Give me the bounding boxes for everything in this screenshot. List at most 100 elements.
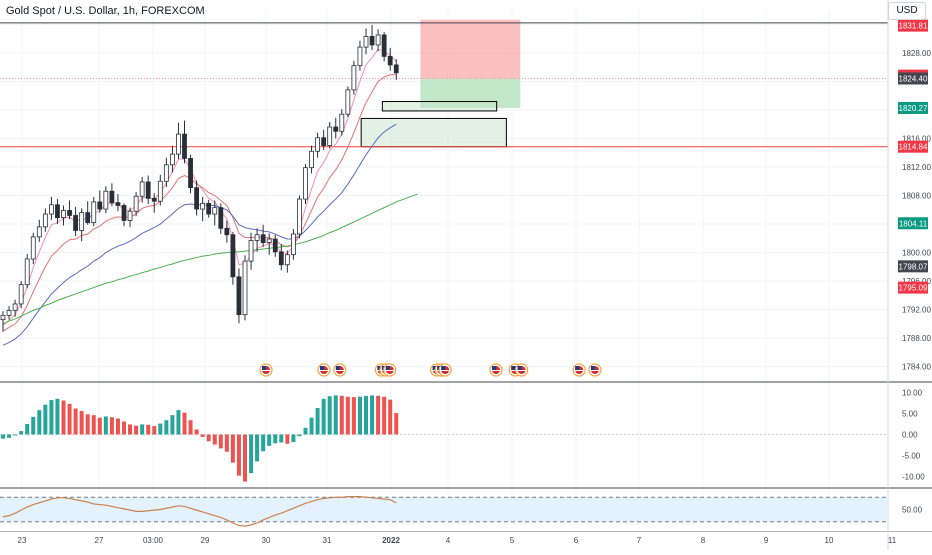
histogram-bar[interactable] [339,395,344,435]
histogram-bar[interactable] [7,434,12,438]
candle[interactable] [176,122,181,160]
histogram-bar[interactable] [164,420,169,435]
candle[interactable] [169,145,175,173]
candle[interactable] [309,145,314,174]
candle[interactable] [260,224,266,247]
candle[interactable] [236,268,242,324]
candle[interactable] [327,122,333,149]
candle[interactable] [345,86,351,118]
candle[interactable] [206,199,212,218]
histogram-bar[interactable] [55,398,60,435]
histogram-bar[interactable] [327,396,332,435]
histogram-bar[interactable] [115,418,120,435]
histogram-bar[interactable] [285,434,290,444]
candle[interactable] [266,233,272,255]
candle[interactable] [224,220,230,243]
candle[interactable] [6,306,12,320]
price-axis-label[interactable]: 1824.40 [898,72,928,85]
economic-event-icon[interactable] [317,363,331,377]
price-axis-label[interactable]: 1804.11 [898,217,928,230]
candle[interactable] [24,254,30,289]
histogram-bar[interactable] [91,415,96,435]
histogram-bar[interactable] [315,408,320,435]
histogram-bar[interactable] [134,425,139,435]
histogram-bar[interactable] [345,396,350,435]
histogram-bar[interactable] [357,396,362,435]
histogram-bar[interactable] [188,420,193,435]
histogram-bar[interactable] [61,400,66,435]
candle[interactable] [133,191,139,217]
histogram-bar[interactable] [279,434,284,443]
price-axis-label[interactable]: 1798.07 [898,260,928,273]
candle[interactable] [182,120,187,164]
histogram-bar[interactable] [146,424,151,435]
histogram-bar[interactable] [218,434,223,449]
candle[interactable] [36,219,42,242]
candle[interactable] [230,231,236,285]
histogram-bar[interactable] [267,434,272,446]
candle[interactable] [55,199,60,225]
moving-average-line[interactable] [2,193,418,325]
histogram-bar[interactable] [49,400,54,435]
histogram-bar[interactable] [212,434,217,445]
candle[interactable] [73,206,78,237]
histogram-bar[interactable] [170,415,175,435]
histogram-bar[interactable] [19,431,24,435]
candle[interactable] [67,200,72,220]
stop-loss-zone[interactable] [420,19,521,79]
candle[interactable] [12,299,18,317]
candle[interactable] [303,164,308,205]
candle[interactable] [91,196,97,227]
oscillator-line[interactable] [2,496,397,527]
candle[interactable] [381,32,387,62]
price-axis-label[interactable]: 1831.81 [898,19,928,32]
histogram-bar[interactable] [43,404,48,435]
candle[interactable] [297,195,302,239]
currency-badge[interactable]: USD [888,2,926,20]
moving-average-line[interactable] [2,73,397,332]
candle[interactable] [145,175,151,205]
candle[interactable] [212,200,218,226]
histogram-bar[interactable] [388,399,393,435]
histogram-bar[interactable] [79,410,84,435]
histogram-bar[interactable] [243,434,247,482]
histogram-bar[interactable] [291,434,296,443]
candle[interactable] [387,47,393,71]
candle[interactable] [103,186,109,214]
candle[interactable] [97,190,103,213]
histogram-bar[interactable] [249,434,254,474]
histogram-bar[interactable] [128,424,133,435]
histogram-bar[interactable] [255,434,260,462]
demand-zone-box[interactable] [381,101,498,112]
candle[interactable] [151,193,157,213]
candle[interactable] [248,232,254,270]
economic-event-icon[interactable] [333,363,347,377]
histogram-bar[interactable] [236,434,241,476]
candle[interactable] [218,203,224,235]
histogram-bar[interactable] [25,424,30,435]
histogram-bar[interactable] [182,412,187,435]
histogram-bar[interactable] [230,434,235,463]
histogram-bar[interactable] [394,413,399,435]
candle[interactable] [321,129,327,150]
candle[interactable] [139,176,145,203]
candle[interactable] [115,194,121,212]
candle[interactable] [157,174,163,206]
candle[interactable] [79,208,85,242]
histogram-bar[interactable] [321,398,326,435]
demand-zone-box[interactable] [360,117,507,148]
candle[interactable] [30,232,36,264]
histogram-bar[interactable] [224,434,229,452]
histogram-bar[interactable] [206,434,211,442]
histogram-bar[interactable] [303,427,308,435]
candle[interactable] [351,60,357,95]
candle[interactable] [278,244,284,271]
histogram-bar[interactable] [103,416,108,435]
candle[interactable] [188,154,193,194]
economic-event-icon[interactable] [572,363,586,377]
candle[interactable] [357,40,363,71]
candle[interactable] [333,117,339,139]
candle[interactable] [85,201,91,225]
candle[interactable] [369,24,375,50]
